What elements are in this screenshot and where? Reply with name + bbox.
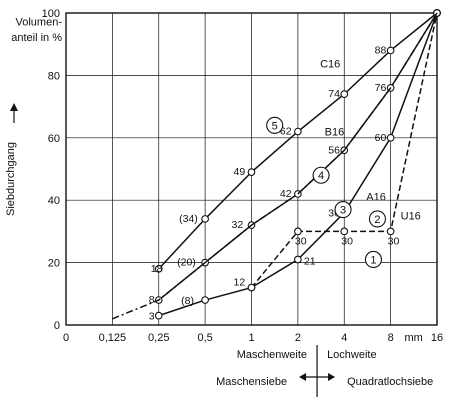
x-tick-label: 2 (295, 332, 301, 344)
data-label: 56 (328, 144, 340, 156)
y-tick-label: 40 (48, 195, 60, 207)
labels: 18(34)496274888(20)324256763(8)122136603… (149, 44, 421, 322)
x-tick-label: 8 (388, 332, 394, 344)
series-group (112, 9, 441, 320)
x-tick-label: 4 (341, 332, 347, 344)
x-tick-label: 0 (63, 332, 69, 344)
y-tick-label: 20 (48, 258, 60, 270)
data-label: 30 (388, 235, 400, 247)
y-tick-label: 60 (48, 133, 60, 145)
data-label: 49 (234, 166, 246, 178)
data-point (154, 311, 163, 320)
series-name-a16: A16 (366, 192, 386, 204)
x-label-maschenweite: Maschenweite (237, 349, 307, 361)
data-point (386, 133, 395, 142)
data-point (294, 227, 302, 236)
curve-number: 3 (340, 205, 346, 217)
data-point (154, 264, 163, 273)
series-name-c16: C16 (320, 58, 340, 70)
series-name-u16: U16 (401, 210, 421, 222)
data-label: 36 (328, 208, 340, 220)
y-tick-label: 0 (54, 320, 60, 332)
data-label: 18 (151, 263, 163, 275)
y-unit-line-2: anteil in % (11, 32, 62, 44)
curve-number-badge (266, 116, 284, 134)
data-label: 62 (280, 126, 292, 138)
sieve-arrow-right (328, 373, 336, 381)
curve-number: 4 (318, 170, 324, 182)
data-label: 3 (149, 311, 155, 323)
data-label: 21 (304, 255, 316, 267)
data-label: (34) (179, 213, 198, 225)
x-label-lochweite: Lochweite (327, 349, 377, 361)
data-point (340, 90, 349, 98)
y-tick-label: 80 (48, 70, 60, 82)
data-point (386, 46, 395, 55)
sieve-type-quadratlochsiebe: Quadratlochsiebe (347, 376, 433, 388)
sieve-arrow-left (299, 373, 307, 381)
curve-number-badge (334, 201, 352, 219)
data-point (247, 168, 256, 176)
data-point (340, 227, 349, 236)
sieve-type-maschensiebe: Maschensiebe (216, 376, 287, 388)
curve-number-badge (364, 250, 382, 269)
x-tick-label: 1 (248, 332, 254, 344)
x-tick-label: 0,5 (197, 332, 212, 344)
curve-number: 1 (370, 254, 376, 266)
curve-number: 5 (272, 120, 278, 132)
x-tick-label: 16 (431, 332, 443, 344)
y-tick-label: 100 (42, 8, 60, 20)
data-label: 30 (341, 235, 353, 247)
y-arrow-head (10, 103, 18, 111)
curve-number: 2 (374, 214, 380, 226)
data-label: (20) (177, 257, 196, 269)
data-label: 32 (232, 219, 244, 231)
data-label: 88 (375, 44, 387, 56)
y-axis-label: Siebdurchgang (5, 142, 17, 216)
data-label: 76 (375, 82, 387, 94)
x-tick-label: 0,25 (148, 332, 169, 344)
data-point (294, 127, 302, 136)
curve-number-badge (312, 166, 330, 184)
data-point (386, 227, 395, 236)
data-label: 60 (375, 132, 387, 144)
data-label: 12 (234, 277, 246, 289)
data-point (201, 296, 209, 304)
data-label: 8 (149, 294, 155, 306)
series-name-b16: B16 (325, 127, 345, 139)
data-point (247, 283, 256, 292)
curve-number-badge (368, 210, 386, 228)
data-label: 74 (328, 88, 340, 100)
data-label: (8) (181, 295, 194, 307)
data-point (294, 255, 302, 264)
data-label: 30 (295, 235, 307, 247)
data-point (201, 215, 209, 223)
data-label: 42 (280, 188, 292, 200)
x-unit-label: mm (404, 332, 422, 344)
plot-frame (65, 12, 438, 326)
y-unit-line-1: Volumen- (16, 16, 63, 28)
x-tick-label: 0,125 (99, 332, 127, 344)
series-line-curve-1 (112, 12, 438, 320)
